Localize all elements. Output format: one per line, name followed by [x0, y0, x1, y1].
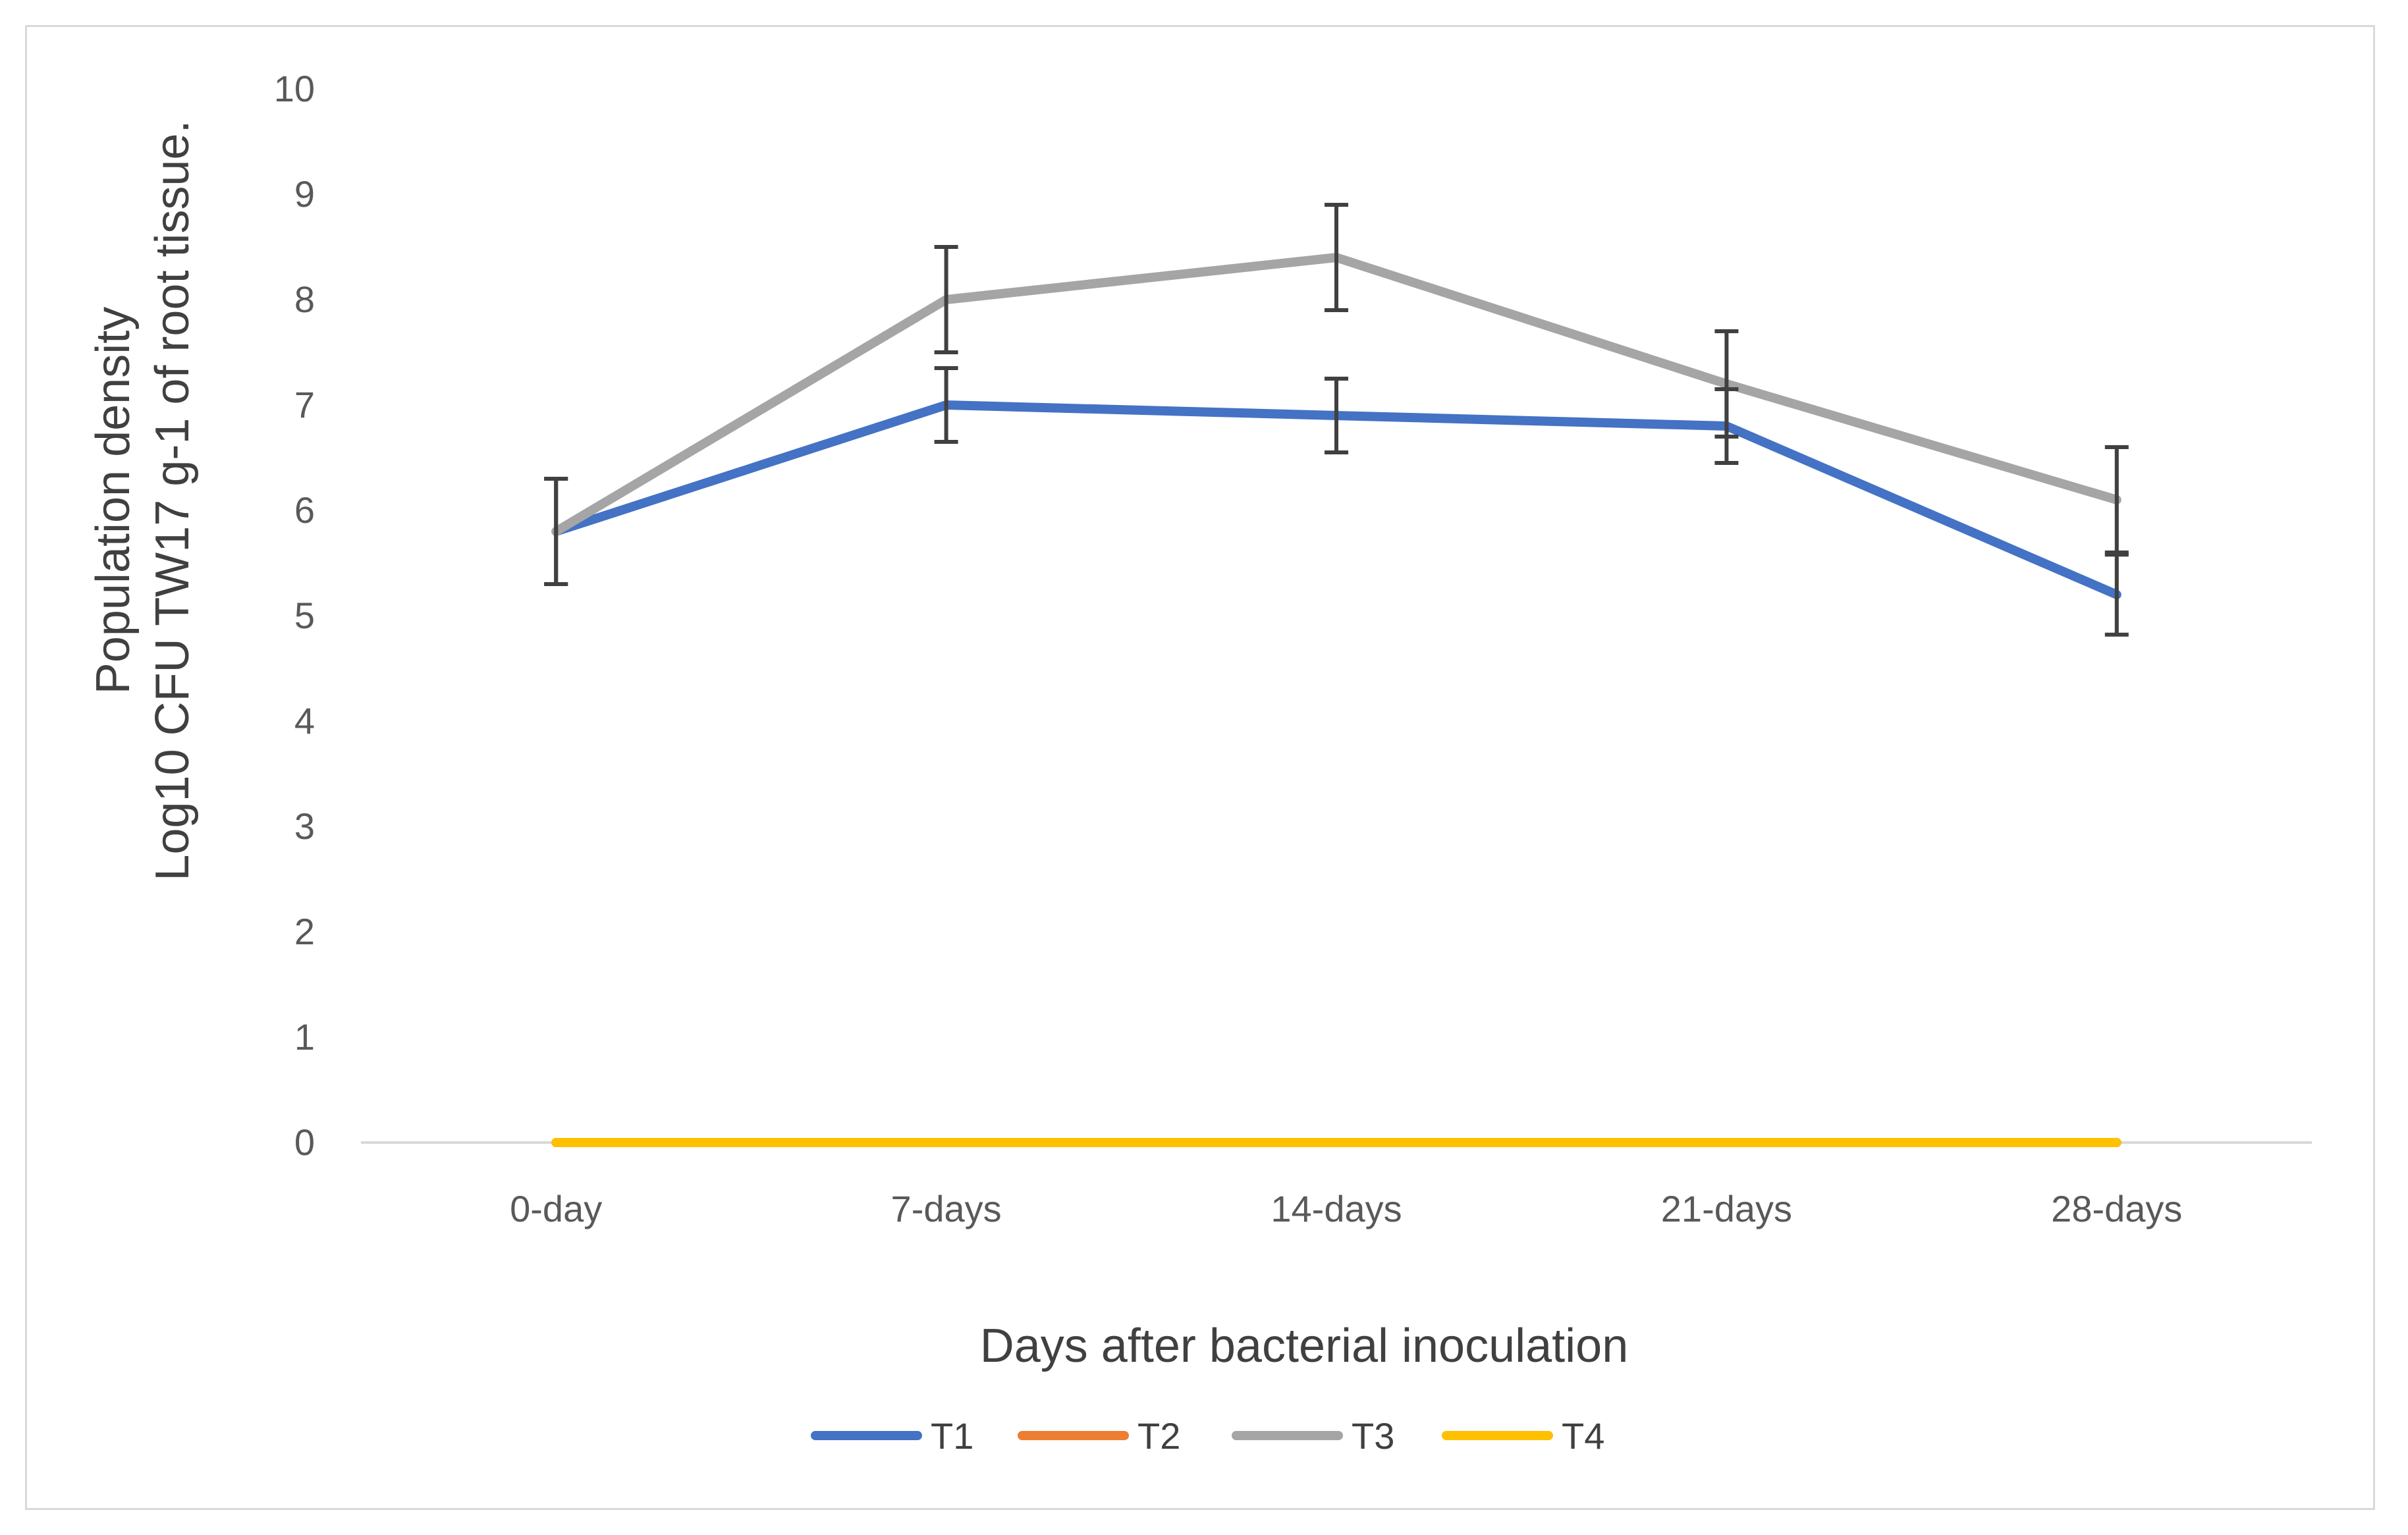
error-bar-t1 — [934, 366, 958, 444]
x-axis-title: Days after bacterial inoculation — [980, 1320, 1629, 1372]
error-bar-t3 — [1325, 203, 1348, 312]
y-tick-label: 3 — [294, 805, 315, 847]
error-bar-t3 — [544, 477, 568, 586]
y-axis-title-line-1: Population density — [87, 307, 140, 694]
error-bar-t3 — [934, 245, 958, 354]
y-axis-ticks: 0 1 2 3 4 5 6 7 8 9 10 — [274, 68, 315, 1163]
legend-item-t3: T3 — [1232, 1415, 1394, 1457]
y-tick-label: 10 — [274, 68, 315, 109]
legend-item-t1: T1 — [811, 1415, 973, 1457]
y-tick-label: 9 — [294, 173, 315, 215]
legend-item-t2: T2 — [1018, 1415, 1180, 1457]
y-axis-title-line-2: Log10 CFU TW17 g-1 of root tissue. — [146, 120, 199, 880]
error-bar-t1 — [2104, 552, 2129, 637]
x-tick-label: 14-days — [1271, 1188, 1402, 1229]
error-bar-t3 — [1714, 329, 1739, 439]
legend-label: T3 — [1352, 1415, 1394, 1457]
x-tick-label: 28-days — [2051, 1188, 2182, 1229]
y-tick-label: 5 — [294, 595, 315, 636]
y-tick-label: 1 — [294, 1016, 315, 1058]
y-tick-label: 7 — [294, 384, 315, 425]
y-tick-label: 8 — [294, 279, 315, 320]
x-tick-label: 7-days — [891, 1188, 1002, 1229]
error-bar-t1 — [1325, 377, 1348, 454]
x-tick-label: 21-days — [1661, 1188, 1792, 1229]
x-axis-ticks: 0-day 7-days 14-days 21-days 28-days — [510, 1188, 2182, 1229]
y-tick-label: 2 — [294, 911, 315, 952]
legend-label: T4 — [1562, 1415, 1604, 1457]
x-tick-label: 0-day — [510, 1188, 602, 1229]
y-tick-label: 0 — [294, 1121, 315, 1163]
y-tick-label: 6 — [294, 489, 315, 531]
legend-item-t4: T4 — [1442, 1415, 1604, 1457]
error-bars — [544, 203, 2129, 637]
legend: T1 T2 T3 T4 — [811, 1415, 1604, 1457]
y-tick-label: 4 — [294, 700, 315, 741]
legend-label: T2 — [1137, 1415, 1180, 1457]
legend-label: T1 — [931, 1415, 973, 1457]
error-bar-t3 — [2104, 445, 2129, 554]
